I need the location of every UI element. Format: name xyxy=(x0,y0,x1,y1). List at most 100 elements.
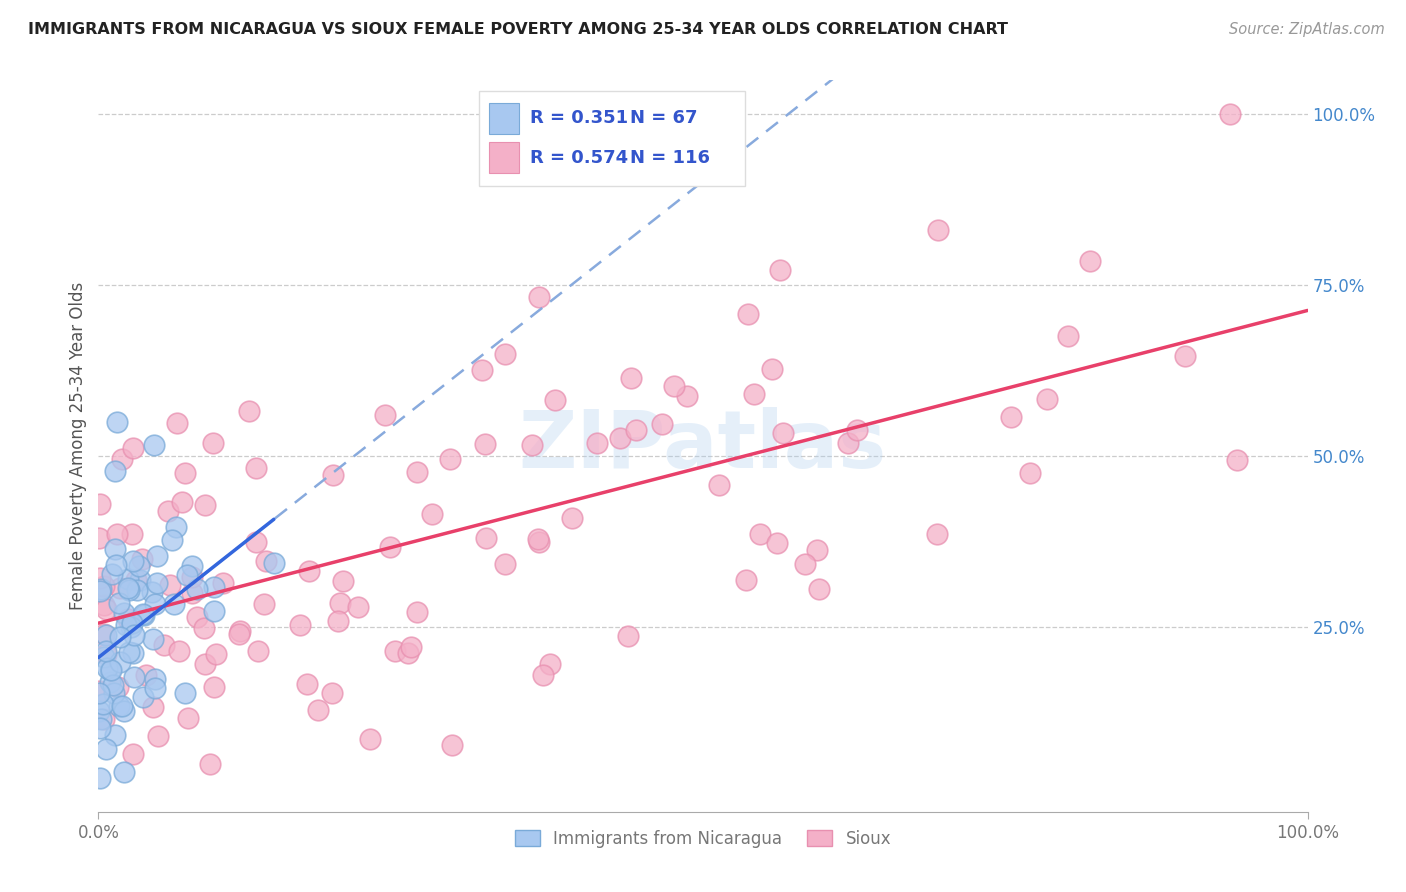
Point xyxy=(112,606,135,620)
Point xyxy=(165,519,187,533)
Text: N = 116: N = 116 xyxy=(630,149,710,167)
Point xyxy=(329,596,352,610)
Point xyxy=(159,577,181,591)
Point xyxy=(359,732,381,747)
Point xyxy=(737,307,759,321)
Point xyxy=(170,494,193,508)
Point xyxy=(263,556,285,570)
Point xyxy=(163,597,186,611)
Point xyxy=(108,655,131,669)
Point xyxy=(108,699,131,714)
Point xyxy=(927,223,949,237)
FancyBboxPatch shape xyxy=(479,91,745,186)
Point xyxy=(135,667,157,681)
FancyBboxPatch shape xyxy=(489,103,519,134)
Point xyxy=(117,581,139,595)
Point xyxy=(538,657,561,671)
Point xyxy=(105,527,128,541)
Point xyxy=(104,464,127,478)
Point xyxy=(122,553,145,567)
Point xyxy=(122,628,145,642)
Point xyxy=(96,602,118,616)
Point xyxy=(202,435,225,450)
Point xyxy=(837,436,859,450)
Point xyxy=(202,604,225,618)
Point xyxy=(160,533,183,548)
Point xyxy=(174,686,197,700)
Point xyxy=(229,624,252,638)
Point xyxy=(111,699,134,714)
Point xyxy=(475,531,498,545)
Point xyxy=(228,627,250,641)
Point xyxy=(93,712,115,726)
Point xyxy=(121,527,143,541)
Point xyxy=(749,526,772,541)
Point xyxy=(474,436,496,450)
Point xyxy=(520,437,543,451)
Point xyxy=(346,600,368,615)
Point xyxy=(181,558,204,573)
Text: IMMIGRANTS FROM NICARAGUA VS SIOUX FEMALE POVERTY AMONG 25-34 YEAR OLDS CORRELAT: IMMIGRANTS FROM NICARAGUA VS SIOUX FEMAL… xyxy=(28,22,1008,37)
Point xyxy=(288,618,311,632)
Point xyxy=(118,645,141,659)
Point xyxy=(439,451,461,466)
Point xyxy=(202,681,225,695)
Point xyxy=(772,426,794,441)
Point xyxy=(186,610,208,624)
Point xyxy=(96,644,118,658)
Text: R = 0.351: R = 0.351 xyxy=(530,110,628,128)
Point xyxy=(94,742,117,756)
Point xyxy=(104,558,127,573)
Point xyxy=(676,389,699,403)
Point xyxy=(98,675,121,690)
Point xyxy=(121,616,143,631)
Point xyxy=(122,747,145,762)
Point xyxy=(742,386,765,401)
Point xyxy=(609,431,631,445)
Point xyxy=(769,263,792,277)
Point xyxy=(927,527,949,541)
Point xyxy=(194,657,217,671)
Point xyxy=(181,585,204,599)
Point xyxy=(544,392,567,407)
Point xyxy=(200,756,222,771)
Point xyxy=(1057,328,1080,343)
Point xyxy=(94,628,117,642)
Point xyxy=(494,557,516,571)
Point xyxy=(617,629,640,643)
Point xyxy=(146,549,169,563)
Point xyxy=(1019,467,1042,481)
Point xyxy=(101,566,124,581)
Point xyxy=(96,661,118,675)
Point xyxy=(307,703,329,717)
Point xyxy=(122,670,145,684)
Point xyxy=(1080,254,1102,268)
Point xyxy=(118,582,141,597)
Point xyxy=(93,626,115,640)
Point xyxy=(125,582,148,597)
Point xyxy=(143,598,166,612)
Point xyxy=(298,564,321,578)
Point xyxy=(89,497,111,511)
Point xyxy=(1036,392,1059,406)
Point xyxy=(122,441,145,455)
Point xyxy=(561,511,583,525)
FancyBboxPatch shape xyxy=(489,143,519,173)
Point xyxy=(112,765,135,780)
Point xyxy=(111,452,134,467)
Point xyxy=(253,597,276,611)
Point xyxy=(1219,107,1241,121)
Point xyxy=(89,531,111,545)
Point xyxy=(132,608,155,623)
Point xyxy=(143,438,166,452)
Point xyxy=(93,598,115,612)
Point xyxy=(117,572,139,586)
Point xyxy=(128,559,150,574)
Point xyxy=(94,648,117,662)
Point xyxy=(87,705,110,719)
Point xyxy=(145,681,167,695)
Point xyxy=(148,729,170,743)
Point xyxy=(808,582,831,596)
Point xyxy=(202,580,225,594)
Point xyxy=(146,576,169,591)
